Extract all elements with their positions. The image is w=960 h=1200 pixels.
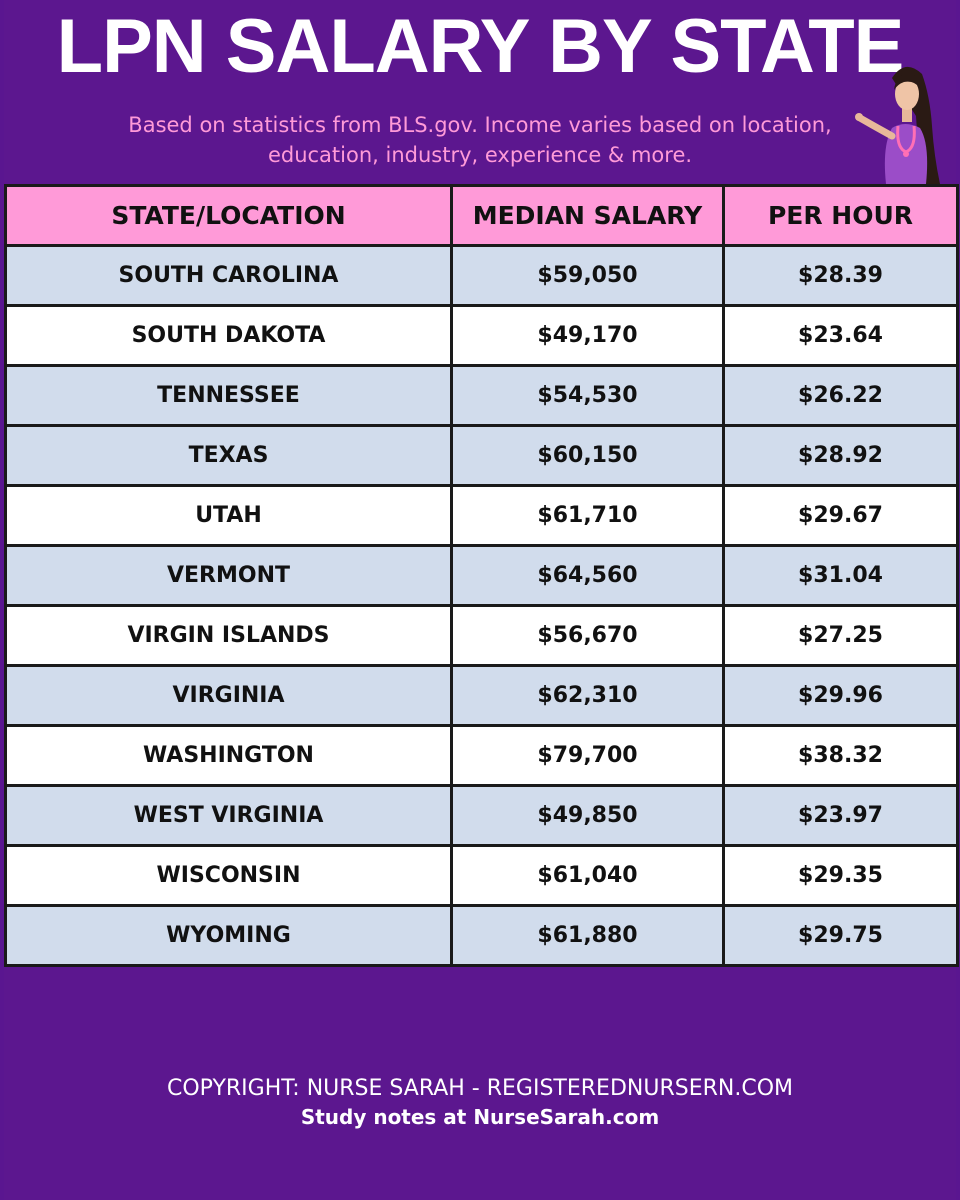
median-salary-cell: $61,040 [450,844,725,907]
state-cell: VIRGIN ISLANDS [4,604,453,667]
page-title: LPN SALARY BY STATE [56,4,905,89]
footer: COPYRIGHT: NURSE SARAH - REGISTEREDNURSE… [4,1074,956,1130]
per-hour-cell: $29.75 [722,904,959,967]
median-salary-cell: $60,150 [450,424,725,487]
state-cell: VIRGINIA [4,664,453,727]
state-cell: VERMONT [4,544,453,607]
median-salary-cell: $49,170 [450,304,725,367]
state-cell: WISCONSIN [4,844,453,907]
per-hour-cell: $27.25 [722,604,959,667]
table-row: SOUTH CAROLINA $59,050 $28.39 [4,244,959,307]
state-cell: WASHINGTON [4,724,453,787]
table-row: UTAH $61,710 $29.67 [4,484,959,547]
median-salary-cell: $49,850 [450,784,725,847]
table-header-row: STATE/LOCATION MEDIAN SALARY PER HOUR [4,184,959,247]
per-hour-cell: $29.67 [722,484,959,547]
median-salary-cell: $61,880 [450,904,725,967]
median-salary-cell: $56,670 [450,604,725,667]
state-cell: SOUTH DAKOTA [4,304,453,367]
state-cell: TENNESSEE [4,364,453,427]
salary-table: STATE/LOCATION MEDIAN SALARY PER HOUR SO… [4,184,959,967]
state-cell: TEXAS [4,424,453,487]
table-row: SOUTH DAKOTA $49,170 $23.64 [4,304,959,367]
state-cell: WYOMING [4,904,453,967]
per-hour-cell: $26.22 [722,364,959,427]
median-salary-cell: $61,710 [450,484,725,547]
per-hour-cell: $29.35 [722,844,959,907]
study-notes-text: Study notes at NurseSarah.com [300,1105,660,1129]
table-row: VIRGINIA $62,310 $29.96 [4,664,959,727]
per-hour-cell: $29.96 [722,664,959,727]
nurse-avatar-icon [855,66,940,184]
median-salary-cell: $59,050 [450,244,725,307]
per-hour-cell: $31.04 [722,544,959,607]
table-row: WASHINGTON $79,700 $38.32 [4,724,959,787]
per-hour-cell: $28.39 [722,244,959,307]
page-subtitle: Based on statistics from BLS.gov. Income… [128,113,832,167]
table-row: TENNESSEE $54,530 $26.22 [4,364,959,427]
per-hour-cell: $38.32 [722,724,959,787]
per-hour-cell: $23.97 [722,784,959,847]
per-hour-cell: $23.64 [722,304,959,367]
median-salary-cell: $79,700 [450,724,725,787]
state-cell: UTAH [4,484,453,547]
table-row: WEST VIRGINIA $49,850 $23.97 [4,784,959,847]
table-row: TEXAS $60,150 $28.92 [4,424,959,487]
state-cell: WEST VIRGINIA [4,784,453,847]
column-header-per-hour: PER HOUR [722,184,959,247]
state-cell: SOUTH CAROLINA [4,244,453,307]
table-row: WYOMING $61,880 $29.75 [4,904,959,967]
infographic: LPN SALARY BY STATE Based on statistics … [4,0,959,1200]
table-row: VERMONT $64,560 $31.04 [4,544,959,607]
copyright-text: COPYRIGHT: NURSE SARAH - REGISTEREDNURSE… [167,1076,793,1101]
per-hour-cell: $28.92 [722,424,959,487]
median-salary-cell: $62,310 [450,664,725,727]
column-header-median-salary: MEDIAN SALARY [450,184,725,247]
column-header-state: STATE/LOCATION [4,184,453,247]
median-salary-cell: $64,560 [450,544,725,607]
median-salary-cell: $54,530 [450,364,725,427]
table-row: WISCONSIN $61,040 $29.35 [4,844,959,907]
table-row: VIRGIN ISLANDS $56,670 $27.25 [4,604,959,667]
